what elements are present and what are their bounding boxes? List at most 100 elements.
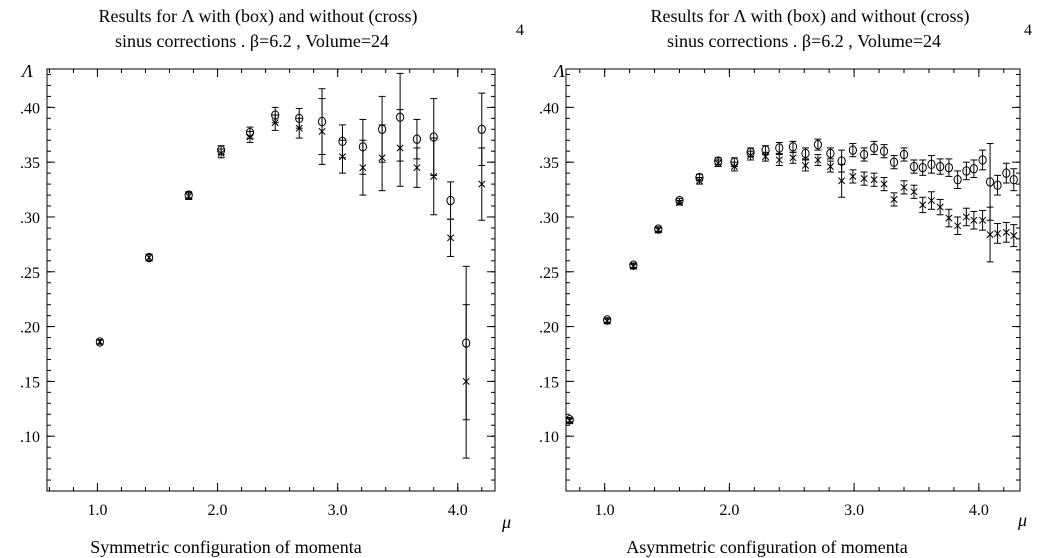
box-data-point: [944, 162, 954, 173]
box-data-point: [909, 161, 919, 172]
box-data-point: [869, 143, 879, 153]
box-data-point: [788, 142, 798, 152]
y-axis-symbol: Λ: [20, 61, 33, 81]
cross-stroke: [730, 162, 738, 171]
cross-stroke: [826, 162, 834, 171]
cross-stroke: [566, 417, 574, 425]
cross-data-point: [654, 226, 662, 234]
box-data-point: [603, 315, 612, 325]
cross-stroke: [338, 153, 347, 161]
cross-data-point: [1010, 232, 1018, 240]
data-marks: [95, 72, 486, 459]
y-tick-label: .30: [539, 210, 559, 227]
cross-data-point: [566, 417, 574, 425]
box-data-point: [629, 260, 638, 270]
cross-data-point: [96, 338, 104, 346]
cross-stroke: [801, 161, 810, 170]
cross-data-point: [675, 199, 684, 207]
box-data-point: [826, 148, 835, 159]
box-data-point: [889, 157, 899, 167]
plot-frame: [46, 68, 496, 492]
cross-data-point: [860, 175, 868, 183]
cross-data-point: [378, 154, 386, 162]
x-tick-label: 1.0: [595, 502, 615, 519]
cross-data-point: [396, 144, 404, 152]
cross-data-point: [927, 196, 935, 205]
cross-stroke: [838, 177, 846, 185]
x-axis-symbol: μ: [501, 512, 511, 532]
cross-data-point: [747, 152, 755, 160]
cross-data-point: [900, 183, 908, 191]
cross-stroke: [870, 176, 878, 184]
chart-title-line1: Results for Λ with (box) and without (cr…: [650, 6, 969, 27]
x-axis-label: Symmetric configuration of momenta: [90, 537, 361, 557]
cross-data-point: [801, 161, 810, 170]
x-axis-label: Asymmetric configuration of momenta: [626, 537, 907, 557]
x-axis-symbol: μ: [1017, 510, 1027, 530]
cross-stroke: [979, 216, 987, 224]
cross-stroke: [954, 222, 962, 230]
box-data-point: [848, 145, 857, 155]
cross-data-point: [462, 377, 470, 385]
cross-stroke: [185, 192, 193, 200]
cross-data-point: [145, 253, 153, 262]
cross-data-point: [185, 192, 193, 200]
x-tick-label: 2.0: [208, 502, 228, 519]
cross-stroke: [910, 188, 918, 196]
cross-data-point: [318, 127, 326, 136]
chart-title-line2: sinus corrections . β=6.2 , Volume=24: [667, 31, 941, 51]
cross-stroke: [359, 164, 367, 172]
cross-data-point: [870, 176, 878, 184]
cross-stroke: [378, 154, 386, 162]
cross-stroke: [396, 144, 404, 152]
cross-data-point: [447, 234, 455, 242]
cross-data-point: [838, 177, 846, 185]
x-tick-label: 3.0: [328, 502, 348, 519]
box-data-point: [879, 146, 889, 156]
box-data-point: [412, 134, 422, 144]
chart-title-line2: sinus corrections . β=6.2 , Volume=24: [115, 31, 389, 51]
chart-symmetric: Results for Λ with (box) and without (cr…: [20, 6, 524, 557]
box-data-point: [927, 159, 936, 170]
x-tick-label: 2.0: [719, 502, 739, 519]
plot-frame: [565, 68, 1021, 492]
cross-data-point: [246, 133, 254, 141]
cross-data-point: [478, 180, 486, 188]
cross-stroke: [145, 253, 153, 262]
cross-data-point: [890, 195, 898, 203]
x-tick-labels: 1.0 2.0 3.0 4.0: [595, 502, 989, 519]
cross-data-point: [919, 201, 927, 209]
cross-stroke: [890, 195, 898, 203]
y-tick-label: .30: [20, 210, 40, 227]
cross-stroke: [927, 196, 935, 205]
cross-data-point: [295, 124, 303, 132]
box-data-point: [813, 139, 823, 150]
box-data-point: [985, 177, 995, 187]
cross-data-point: [814, 156, 822, 164]
y-tick-label: .25: [539, 265, 559, 282]
y-tick-labels: .10 .15 .20 .25 .30 .35 .40: [20, 100, 40, 446]
cross-data-point: [962, 213, 970, 221]
cross-data-point: [880, 180, 888, 188]
cross-stroke: [271, 119, 279, 127]
cross-stroke: [1010, 232, 1018, 240]
y-tick-label: .40: [20, 100, 40, 117]
box-data-point: [1009, 175, 1018, 185]
box-data-point: [918, 162, 927, 173]
cross-stroke: [462, 377, 470, 385]
cross-stroke: [986, 230, 994, 239]
cross-stroke: [860, 175, 868, 183]
box-data-point: [969, 164, 978, 174]
cross-stroke: [478, 180, 486, 188]
y-tick-label: .40: [539, 100, 559, 117]
cross-stroke: [962, 213, 970, 221]
y-tick-label: .15: [539, 374, 559, 391]
cross-stroke: [775, 156, 783, 164]
box-data-point: [962, 166, 971, 176]
cross-data-point: [789, 154, 797, 162]
cross-stroke: [295, 124, 303, 132]
cross-stroke: [945, 214, 953, 222]
cross-data-point: [762, 153, 770, 161]
box-data-point: [978, 155, 987, 165]
